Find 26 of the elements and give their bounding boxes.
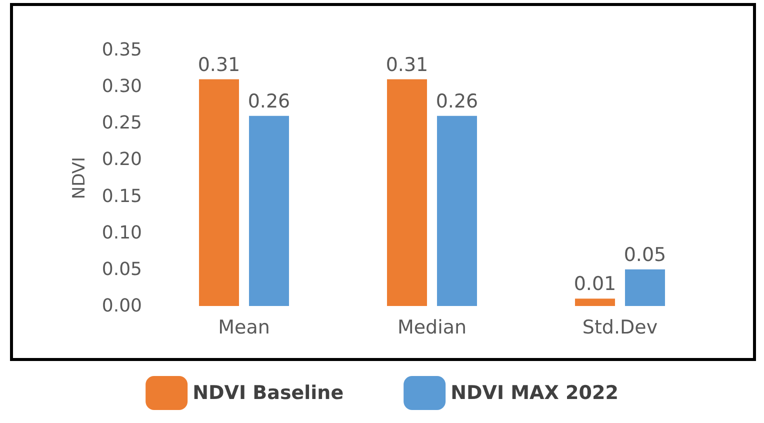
y-tick-label: 0.05 [102,258,142,280]
data-label: 0.31 [386,54,428,76]
x-tick-label: Median [397,316,467,338]
legend-label: NDVI MAX 2022 [450,382,618,404]
y-tick-label: 0.25 [102,112,142,134]
bar [249,116,289,306]
bar [575,298,615,306]
legend-label: NDVI Baseline [192,382,344,404]
y-tick-label: 0.10 [102,222,142,244]
data-label: 0.26 [436,90,478,112]
data-label: 0.01 [574,273,616,296]
bar [199,79,239,306]
y-tick-label: 0.35 [102,40,142,60]
y-tick-label: 0.20 [102,149,142,170]
data-label: 0.31 [198,54,240,76]
y-tick-label: 0.15 [102,186,142,207]
bar [437,116,477,306]
bar [387,79,427,306]
y-tick-label: 0.00 [102,296,142,316]
y-axis-title: NDVI [70,156,90,200]
x-tick-label: Std.Dev [582,316,658,338]
x-tick-label: Mean [218,316,270,338]
data-label: 0.26 [248,90,290,112]
y-tick-label: 0.30 [102,76,142,98]
data-label: 0.05 [624,244,666,266]
bar [625,269,665,306]
